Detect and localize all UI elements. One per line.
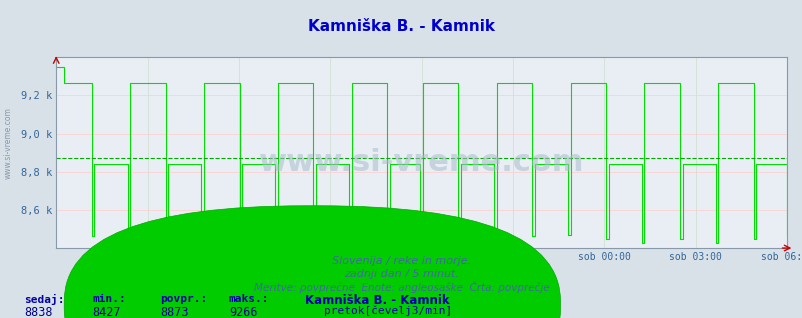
Text: sedaj:: sedaj: [24,294,64,305]
Text: Meritve: povprečne  Enote: angleosaške  Črta: povprečje: Meritve: povprečne Enote: angleosaške Čr… [253,281,549,294]
Text: Kamniška B. - Kamnik: Kamniška B. - Kamnik [308,19,494,34]
Text: 8838: 8838 [24,306,52,318]
Text: www.si-vreme.com: www.si-vreme.com [4,107,13,179]
Text: min.:: min.: [92,294,126,304]
Text: Slovenija / reke in morje.: Slovenija / reke in morje. [331,256,471,266]
Text: zadnji dan / 5 minut.: zadnji dan / 5 minut. [343,269,459,279]
Text: 9266: 9266 [229,306,257,318]
Text: www.si-vreme.com: www.si-vreme.com [258,148,584,177]
Text: maks.:: maks.: [229,294,269,304]
Text: povpr.:: povpr.: [160,294,208,304]
Text: 8427: 8427 [92,306,120,318]
Text: pretok[čevelj3/min]: pretok[čevelj3/min] [323,306,452,316]
Text: Kamniška B. - Kamnik: Kamniška B. - Kamnik [305,294,449,307]
Text: 8873: 8873 [160,306,188,318]
